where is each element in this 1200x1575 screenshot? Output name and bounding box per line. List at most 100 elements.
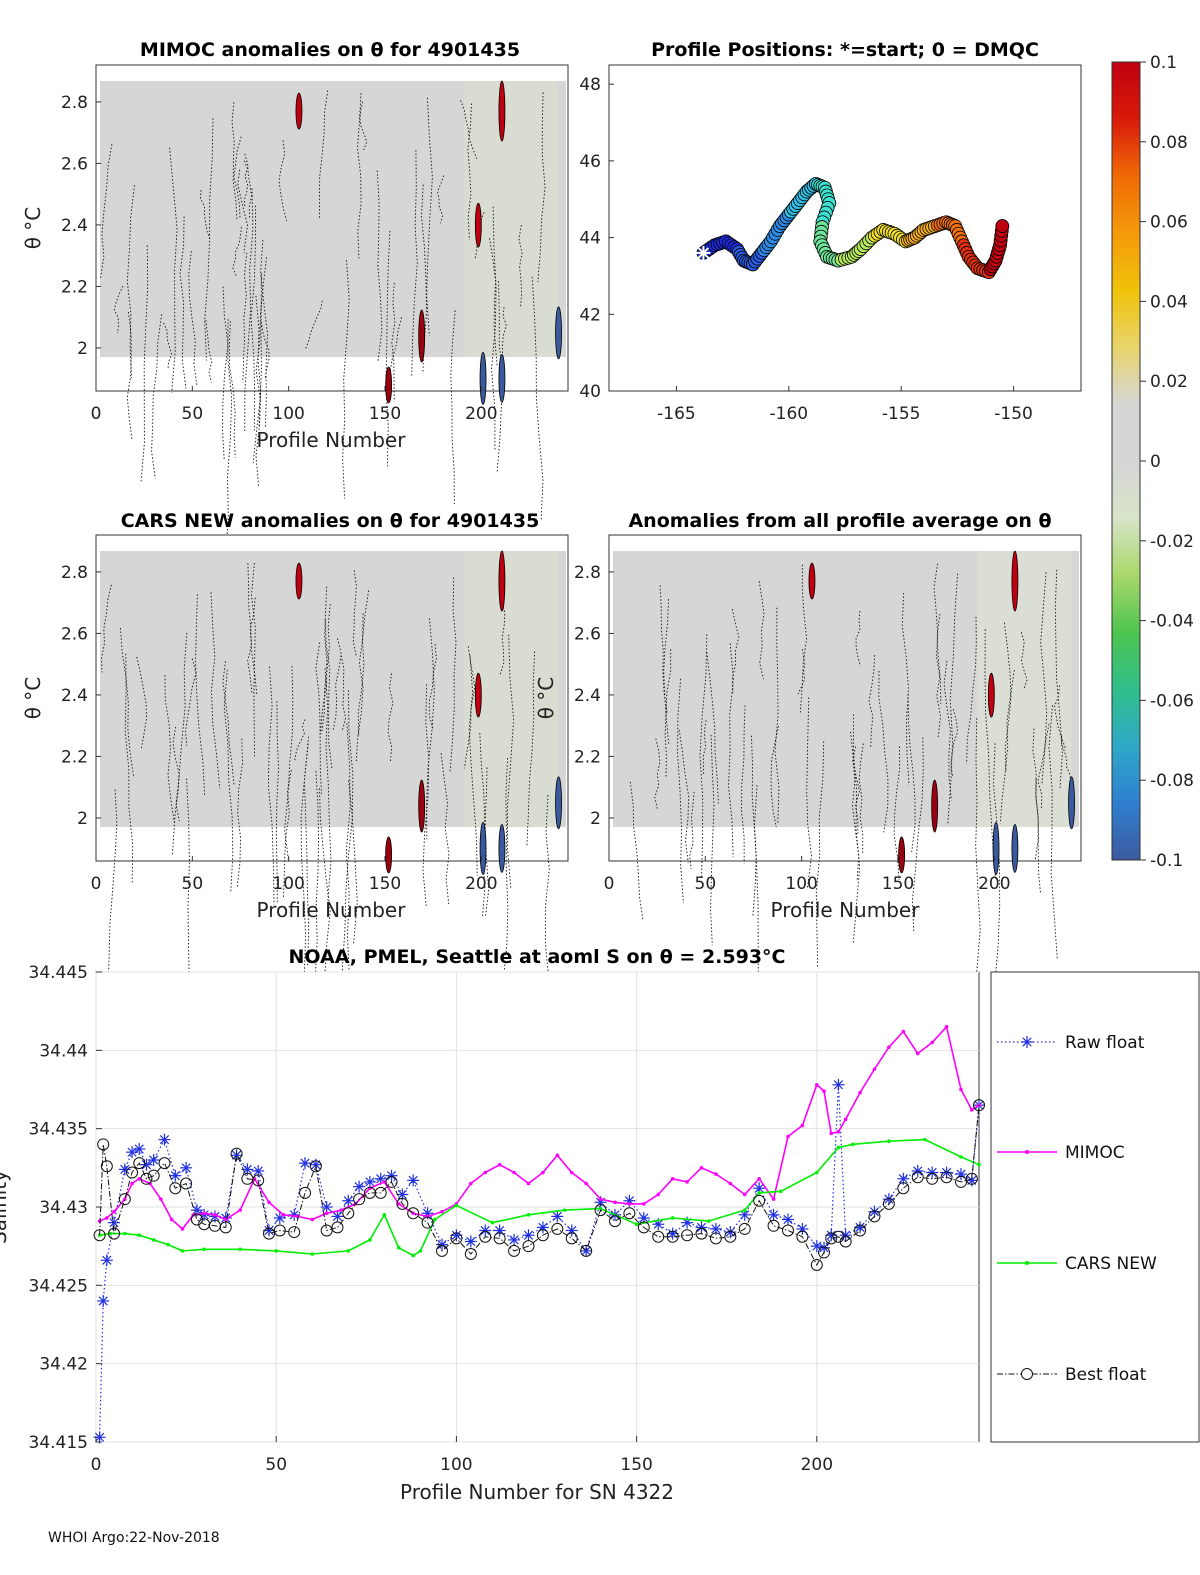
anomaly-contour: [770, 725, 779, 828]
anomaly-contour: [387, 673, 394, 762]
raw-float-point: [753, 1182, 766, 1195]
mimoc-point: [786, 1134, 790, 1139]
cars-new-point: [346, 1249, 351, 1253]
mimoc-point: [440, 1209, 444, 1214]
footer-stamp: WHOI Argo:22-Nov-2018: [48, 1530, 220, 1546]
cars-new-point: [108, 1231, 113, 1236]
cars-new-line: [99, 1138, 980, 1257]
best-float-point: [147, 1169, 160, 1182]
mimoc-point: [944, 1025, 949, 1029]
anomaly-contour: [911, 737, 924, 934]
anomaly-contour: [324, 668, 332, 901]
best-float-point: [421, 1216, 434, 1229]
anomaly-contour: [247, 563, 258, 695]
best-float-point: [911, 1171, 924, 1184]
best-float-point: [126, 1166, 139, 1179]
best-float-point: [753, 1194, 766, 1207]
best-float-point: [108, 1227, 121, 1240]
anomaly-contour: [428, 644, 437, 730]
anomaly-contour: [731, 609, 740, 693]
best-float-point: [493, 1232, 506, 1245]
raw-float-point: [342, 1194, 355, 1207]
colorbar-tick-label: 0.08: [1150, 133, 1188, 153]
mimoc-point: [97, 1219, 102, 1223]
anomaly-contour: [255, 257, 267, 428]
panel-cars-anomaly-field: [100, 550, 566, 1034]
legend-label: Best float: [1065, 1365, 1147, 1385]
y-tick-label: 46: [579, 152, 601, 172]
legend-box: [990, 971, 1200, 1443]
anomaly-contour: [200, 190, 211, 240]
anomaly-contour: [352, 570, 357, 657]
anomaly-contour: [101, 584, 112, 673]
colorbar-tick-label: -0.1: [1150, 851, 1183, 871]
mimoc-point: [699, 1166, 704, 1170]
anomaly-contour: [357, 590, 370, 737]
y-tick-label: 2.8: [61, 563, 88, 583]
best-float-point: [825, 1232, 838, 1245]
anomaly-contour: [319, 586, 328, 735]
legend-item: Raw float: [997, 1033, 1145, 1053]
y-tick-label: 2.2: [61, 277, 88, 297]
anomaly-blob: [931, 779, 939, 833]
mimoc-point: [714, 1172, 718, 1176]
mimoc-point: [969, 1108, 974, 1112]
raw-float-point: [832, 1078, 845, 1091]
anomaly-blob: [498, 80, 506, 142]
panel-mimoc-xlabel: Profile Number: [257, 428, 407, 452]
anomaly-contour: [1061, 735, 1072, 783]
mimoc-point: [872, 1067, 877, 1071]
best-float-point: [973, 1099, 985, 1112]
anomaly-blob: [474, 672, 482, 718]
anomaly-contour: [677, 678, 684, 904]
mimoc-point: [598, 1197, 603, 1201]
mimoc-point: [130, 1181, 134, 1186]
cars-new-point: [180, 1249, 185, 1253]
best-float-point: [681, 1229, 694, 1242]
best-float-point: [407, 1207, 420, 1220]
x-tick-label: 50: [695, 874, 717, 894]
y-tick-label: 2.8: [61, 93, 88, 113]
cars-new-point: [815, 1170, 819, 1175]
anomaly-blob: [295, 562, 303, 600]
anomaly-contour: [267, 666, 275, 905]
anomaly-contour: [526, 651, 536, 846]
anomaly-contour: [315, 642, 322, 794]
best-float-point: [435, 1244, 448, 1257]
colorbar-tick-label: -0.06: [1150, 691, 1194, 711]
anomaly-blob: [555, 306, 562, 360]
mimoc-point: [105, 1216, 109, 1220]
colorbar-tick-label: 0: [1150, 452, 1161, 472]
anomaly-contour: [943, 660, 952, 801]
cars-new-point: [851, 1142, 855, 1147]
best-float-point: [479, 1230, 492, 1243]
profile-position-marker: [995, 219, 1010, 233]
mimoc-point: [656, 1192, 661, 1197]
anomaly-contour: [304, 300, 323, 350]
best-float-point: [450, 1232, 463, 1245]
best-float-point: [709, 1232, 722, 1245]
anomaly-contour: [163, 322, 173, 370]
mimoc-point: [800, 1123, 805, 1128]
panel-allavg-ylabel: θ °C: [534, 677, 558, 720]
best-float-point: [169, 1182, 182, 1195]
best-float-point: [882, 1197, 895, 1210]
legend-label: MIMOC: [1065, 1143, 1125, 1163]
best-float-point: [140, 1172, 153, 1185]
y-tick-label: 42: [579, 305, 601, 325]
anomaly-contour: [706, 652, 719, 804]
raw-float-point: [147, 1154, 160, 1166]
raw-float-point: [839, 1229, 852, 1242]
anomaly-contour: [284, 665, 294, 862]
colorbar-tick-label: -0.02: [1150, 532, 1194, 552]
anomaly-contour: [850, 731, 860, 881]
best-float-point: [608, 1215, 621, 1228]
anomaly-contour: [499, 600, 506, 676]
best-float-point: [385, 1175, 398, 1188]
mimoc-point: [382, 1180, 387, 1184]
panel-allavg-xlabel: Profile Number: [771, 898, 921, 922]
cars-new-point: [123, 1231, 127, 1236]
anomaly-contour: [1020, 632, 1028, 690]
anomaly-contour: [411, 150, 418, 376]
anomaly-contour: [699, 634, 708, 879]
